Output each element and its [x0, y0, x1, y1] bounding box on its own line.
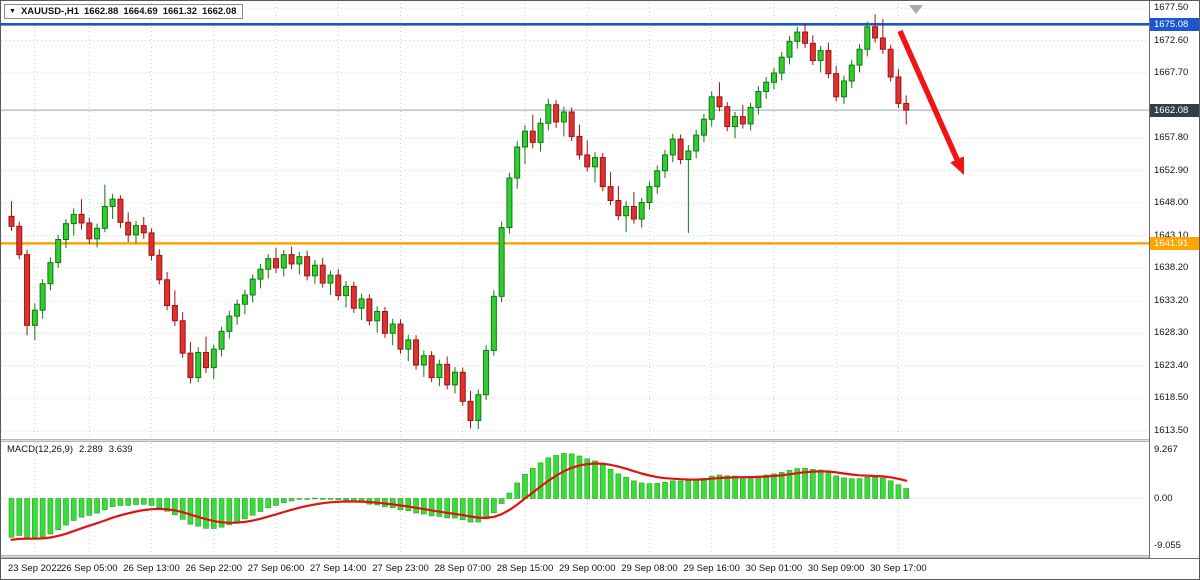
price-tick-label: 1672.60 [1154, 34, 1189, 46]
time-axis-label: 28 Sep 07:00 [434, 563, 491, 574]
price-tick-label: 1628.30 [1154, 327, 1189, 339]
ohlc-open-value: 1662.88 [84, 6, 119, 17]
symbol-ohlc-box[interactable]: ▼ XAUUSD-,H1 1662.88 1664.69 1661.32 166… [4, 4, 244, 19]
time-axis-label: 26 Sep 13:00 [123, 563, 180, 574]
ohlc-high-value: 1664.69 [123, 6, 158, 17]
price-tick-label: 1638.20 [1154, 261, 1189, 273]
time-axis-label: 30 Sep 17:00 [870, 563, 927, 574]
grid-lines [1, 3, 1149, 554]
resistance-price-badge: 1675.08 [1150, 17, 1199, 31]
macd-scale-label: 9.267 [1154, 444, 1178, 455]
price-tick-label: 1652.90 [1154, 164, 1189, 176]
macd-scale-label: -9.055 [1154, 539, 1181, 551]
macd-name: MACD(12,26,9) [7, 444, 73, 455]
time-axis-label: 27 Sep 23:00 [372, 563, 429, 574]
price-tick-label: 1667.70 [1154, 67, 1189, 79]
chart-shift-marker-icon [909, 5, 923, 14]
price-tick-label: 1648.00 [1154, 197, 1189, 209]
macd-signal-line [10, 462, 908, 541]
panel-divider[interactable] [1, 439, 1199, 442]
time-axis[interactable]: 23 Sep 2022 26 Sep 05:00 26 Sep 13:00 26 Se… [1, 558, 1199, 579]
time-axis-label: 27 Sep 14:00 [309, 563, 367, 574]
time-axis-label: 30 Sep 01:00 [745, 563, 803, 574]
price-axis[interactable]: 1675.08 1662.08 1641.91 1677.50 1672.60 16… [1149, 1, 1199, 558]
time-axis-label: 28 Sep 15:00 [496, 563, 554, 574]
panel-divider[interactable] [1, 555, 1199, 558]
macd-scale-label: 0.00 [1154, 492, 1173, 504]
price-tick-label: 1623.40 [1154, 359, 1189, 371]
symbol-dropdown-icon[interactable]: ▼ [9, 7, 16, 15]
price-tick-label: 1613.50 [1154, 425, 1189, 437]
trend-arrow-annotation[interactable] [897, 29, 964, 175]
ohlc-close-value: 1662.08 [202, 6, 237, 17]
candlesticks [8, 14, 910, 430]
symbol-timeframe-label: XAUUSD-,H1 [20, 6, 79, 17]
ohlc-low-value: 1661.32 [162, 6, 198, 17]
time-axis-label: 30 Sep 09:00 [807, 563, 865, 574]
macd-main-value: 2.289 [79, 444, 103, 455]
time-axis-label: 26 Sep 22:00 [185, 563, 243, 574]
time-axis-label: 27 Sep 06:00 [247, 563, 305, 574]
time-axis-label: 26 Sep 05:00 [61, 563, 118, 574]
macd-indicator-label: MACD(12,26,9) 2.289 3.639 [7, 444, 133, 455]
macd-signal-value: 3.639 [108, 444, 133, 455]
current-price-badge: 1662.08 [1150, 103, 1199, 117]
time-axis-label: 29 Sep 00:00 [558, 563, 616, 574]
price-tick-label: 1657.80 [1154, 132, 1189, 144]
price-tick-label: 1643.10 [1154, 229, 1189, 241]
time-axis-label: 29 Sep 08:00 [621, 563, 678, 574]
price-tick-label: 1618.50 [1154, 392, 1189, 404]
macd-histogram [8, 453, 910, 539]
price-tick-label: 1633.20 [1154, 294, 1189, 306]
time-axis-label: 23 Sep 2022 [7, 563, 62, 574]
time-axis-label: 29 Sep 16:00 [683, 563, 740, 574]
price-tick-label: 1677.50 [1154, 2, 1189, 14]
support-price-badge: 1641.91 [1150, 236, 1199, 250]
